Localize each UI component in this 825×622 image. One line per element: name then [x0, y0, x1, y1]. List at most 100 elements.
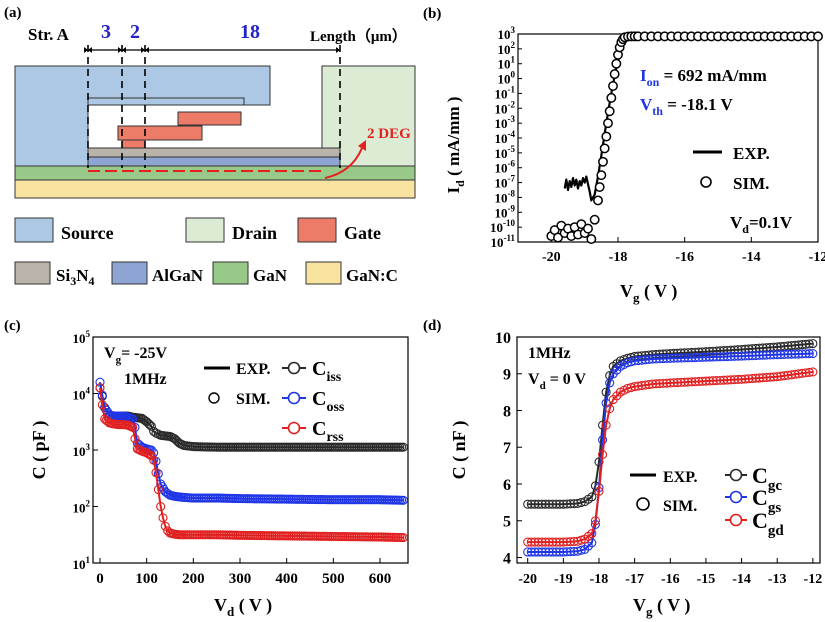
marker-cgs [747, 351, 757, 361]
marker-cgd [540, 537, 551, 547]
x-tick-label-b: -14 [742, 250, 761, 265]
marker-coss [100, 403, 110, 413]
marker-cgs [626, 357, 636, 367]
marker-ciss [149, 426, 159, 436]
vth-annotation: Vth = -18.1 V [640, 95, 733, 118]
marker-cgd [569, 536, 579, 547]
sim-marker-b [604, 106, 615, 117]
marker-cgs [804, 349, 814, 359]
marker-cgc [569, 499, 579, 509]
y-tick-label-b: 102 [498, 40, 516, 57]
marker-cgd [555, 537, 565, 547]
marker-cgc [544, 499, 554, 509]
marker-cgc [804, 339, 814, 349]
vg-annotation-c: Vg= -25V [104, 345, 168, 366]
marker-crss [97, 400, 107, 410]
marker-cgc [526, 499, 536, 509]
marker-cgs [662, 353, 672, 364]
y-tick-label-d: 4 [503, 550, 511, 567]
marker-cgd [630, 382, 640, 392]
marker-cgs [672, 353, 682, 363]
legend-label-ciss: Ciss [312, 358, 342, 385]
marker-cgd [665, 378, 675, 388]
marker-cgd [719, 375, 729, 385]
legend-marker-crss [287, 421, 301, 435]
x-tick-label-c: 0 [96, 571, 104, 587]
ganc-layer [14, 179, 416, 199]
marker-crss [95, 383, 105, 393]
marker-cgd [523, 537, 533, 547]
marker-cgc [562, 499, 572, 509]
marker-cgd [544, 537, 554, 547]
marker-cgs [537, 547, 547, 557]
marker-cgs [544, 547, 554, 557]
y-tick-label-b: 10-7 [495, 174, 516, 191]
marker-cgs [708, 352, 718, 362]
marker-cgd [758, 373, 768, 383]
x-tick-label-d: -14 [732, 572, 751, 587]
marker-cgd [662, 378, 672, 388]
y-tick-label-d: 9 [503, 367, 511, 384]
marker-cgd [786, 370, 797, 380]
panel-label-a: (a) [4, 5, 22, 21]
legend-exp-b: EXP. [733, 144, 770, 163]
si3n4-layer [87, 147, 341, 158]
vd-annotation-d: Vd = 0 V [528, 371, 587, 392]
sim-marker-b [593, 195, 603, 206]
marker-cgd [626, 382, 636, 393]
y-tick-label-b: 10-10 [490, 218, 515, 235]
ion-annotation: Ion = 692 mA/mm [640, 66, 767, 89]
marker-crss [156, 501, 166, 512]
marker-cgd [576, 535, 586, 545]
marker-crss [153, 484, 163, 495]
marker-cgs [704, 352, 715, 362]
marker-cgd [694, 376, 704, 387]
x-axis-label-d: Vg ( V ) [633, 595, 690, 619]
marker-cgc [551, 499, 561, 509]
gan-layer [14, 165, 416, 181]
marker-cgs [665, 353, 675, 363]
x-tick-label-d: -18 [590, 572, 609, 587]
legend-label-source: Source [61, 223, 114, 243]
x-tick-label-c: 500 [322, 571, 345, 587]
series-line-cgd [527, 370, 814, 544]
marker-cgd [687, 377, 697, 387]
freq-annotation-d: 1MHz [528, 345, 571, 362]
chart-b: -20 -18 -16 -14 -1210-1110-1010-910-810-710-… [444, 25, 825, 305]
marker-cgc [797, 340, 807, 350]
marker-cgs [551, 547, 561, 557]
sim-marker-b [611, 58, 622, 69]
marker-cgs [669, 353, 679, 363]
marker-cgd [715, 375, 725, 385]
legend-label-algan: AlGaN [152, 266, 204, 285]
marker-cgc [786, 341, 797, 351]
y-tick-label-d: 7 [503, 440, 511, 457]
legend-label-drain: Drain [232, 223, 277, 243]
marker-crss [130, 434, 140, 444]
marker-ciss [137, 413, 147, 423]
marker-cgs [776, 349, 786, 360]
marker-cgd [790, 369, 800, 379]
legend-swatch-0 [14, 261, 51, 285]
x-axis-label-c: Vd ( V ) [214, 595, 272, 619]
marker-cgd [708, 376, 718, 386]
marker-cgc [555, 499, 565, 509]
marker-cgd [804, 367, 814, 377]
sim-marker-b [609, 69, 620, 80]
x-tick-label-b: -12 [809, 250, 825, 265]
marker-cgd [712, 375, 722, 386]
x-tick-label-d: -17 [625, 572, 644, 587]
arrow-head [141, 47, 145, 53]
marker-cgd [729, 375, 739, 385]
x-tick-label-b: -18 [609, 250, 628, 265]
marker-cgd [633, 381, 643, 391]
marker-cgs [526, 547, 536, 557]
marker-cgd [794, 369, 804, 379]
legend-marker-cgc [729, 468, 743, 482]
marker-cgs [647, 354, 658, 364]
marker-cgd [644, 380, 654, 390]
y-tick-label-b: 10-3 [495, 114, 516, 131]
marker-coss [95, 377, 105, 387]
x-tick-label-c: 400 [275, 571, 298, 587]
marker-cgd [772, 372, 782, 382]
